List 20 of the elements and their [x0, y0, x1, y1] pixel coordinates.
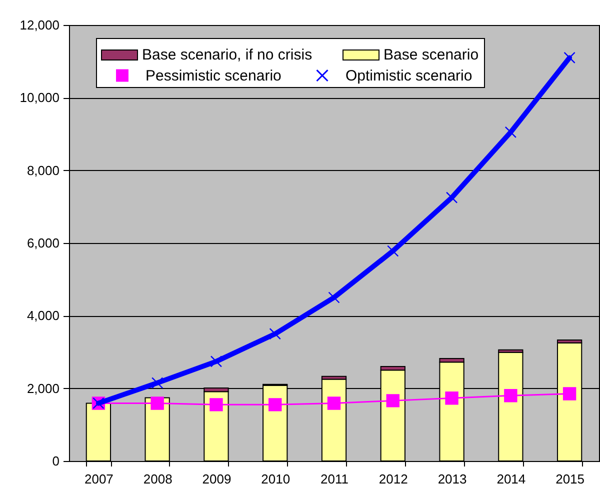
y-tick-label: 12,000 [20, 18, 60, 32]
x-tick-label: 2011 [320, 472, 348, 486]
y-tick-label: 6,000 [26, 236, 60, 250]
x-tick-label: 2009 [202, 472, 232, 486]
x-tick-label: 2015 [556, 472, 585, 486]
x-tick-label: 2007 [84, 472, 114, 486]
x-tick-label: 2012 [378, 472, 408, 486]
x-tick-label: 2008 [143, 472, 172, 486]
y-tick-label: 10,000 [20, 90, 60, 106]
y-tick-label: 0 [52, 454, 60, 468]
x-tick-label: 2010 [261, 472, 290, 486]
legend-label: Base scenario [384, 46, 479, 64]
x-tick-label: 2013 [438, 472, 467, 486]
y-tick-label: 2,000 [26, 380, 60, 396]
legend-label: Optimistic scenario [346, 68, 472, 85]
x-tick-label: 2014 [496, 472, 526, 486]
y-tick-label: 8,000 [26, 162, 60, 178]
legend-label: Base scenario, if no crisis [142, 46, 312, 64]
legend-label: Pessimistic scenario [146, 68, 282, 85]
y-tick-label: 4,000 [26, 308, 60, 324]
